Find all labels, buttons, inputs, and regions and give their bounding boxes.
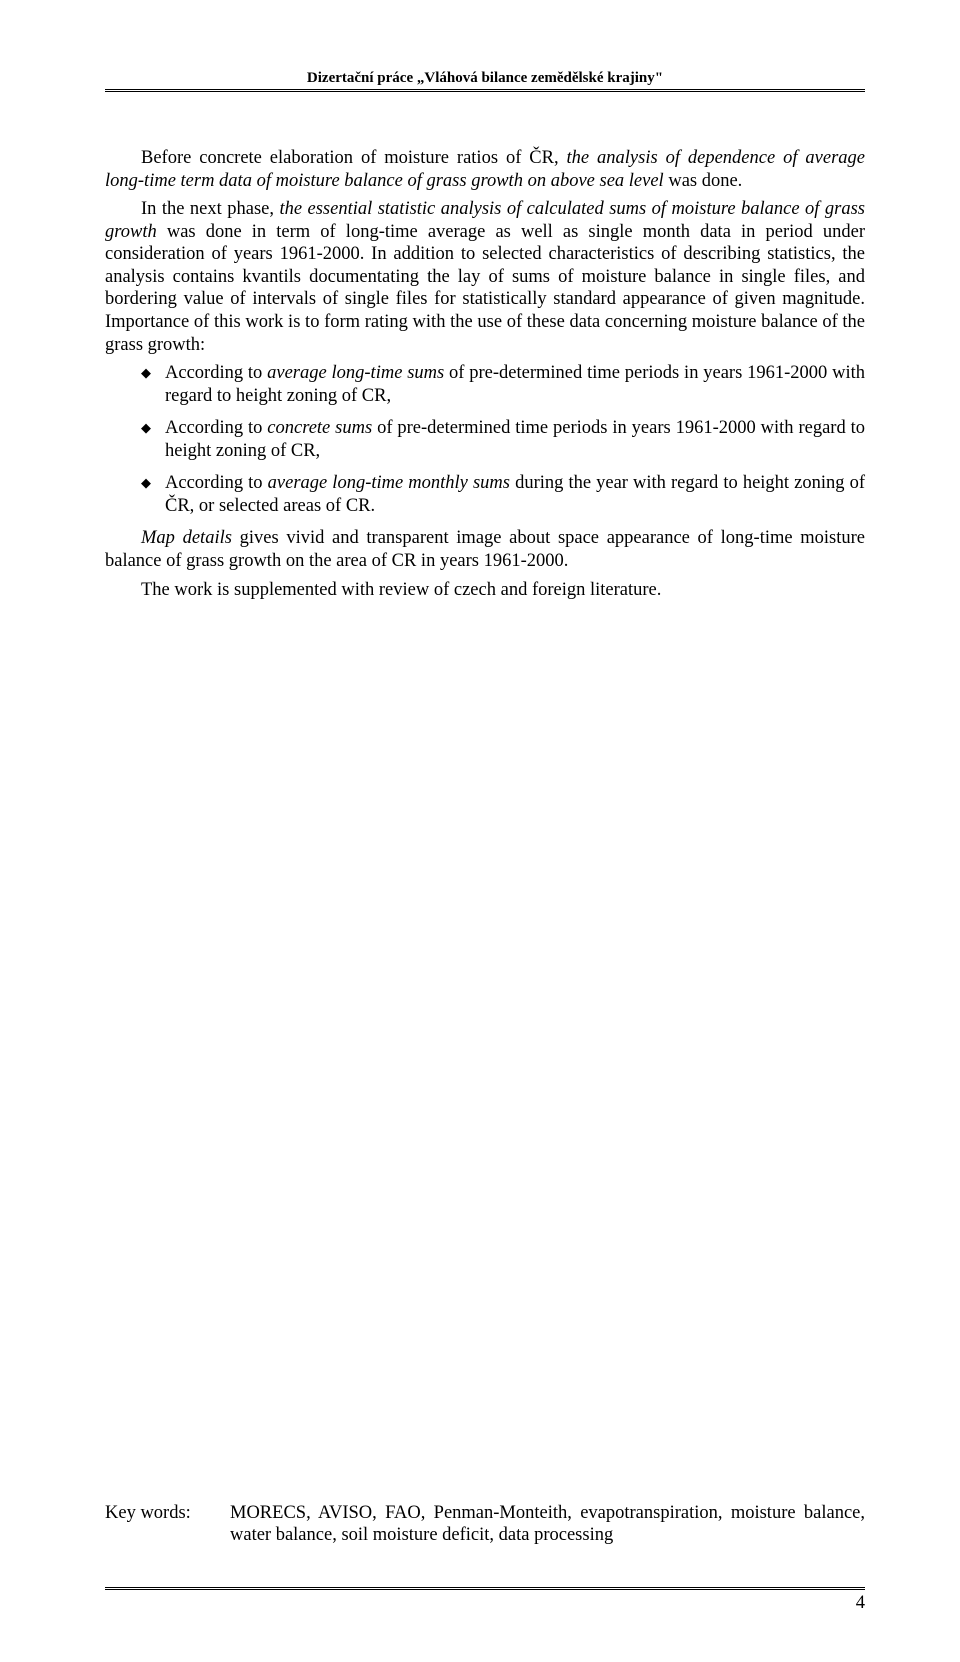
p1-suffix: was done. [664,171,743,191]
header-title: Dizertační práce „Vláhová bilance zemědě… [307,70,663,86]
p3-italic: Map details [141,528,232,548]
footer-divider-1 [105,1587,865,1588]
paragraph-2: In the next phase, the essential statist… [105,198,865,356]
p2-suffix: was done in term of long-time average as… [105,222,865,355]
bullet-item-2: According to concrete sums of pre-determ… [141,417,865,462]
paragraph-1: Before concrete elaboration of moisture … [105,147,865,192]
p2-prefix: In the next phase, [141,199,279,219]
b1-prefix: According to [165,363,267,383]
bullet-item-1: According to average long-time sums of p… [141,362,865,407]
p1-prefix: Before concrete elaboration of moisture … [141,148,567,168]
footer-divider-2 [105,1589,865,1590]
b3-italic: average long-time monthly sums [268,473,510,493]
keywords-section: Key words: MORECS, AVISO, FAO, Penman-Mo… [105,1502,865,1547]
p4-text: The work is supplemented with review of … [141,580,661,600]
header-divider-2 [105,91,865,92]
footer-dividers [105,1587,865,1590]
keywords-text: MORECS, AVISO, FAO, Penman-Monteith, eva… [230,1502,865,1547]
paragraph-3: Map details gives vivid and transparent … [105,527,865,572]
b2-prefix: According to [165,418,267,438]
b1-italic: average long-time sums [267,363,444,383]
page-number: 4 [856,1593,865,1614]
b2-italic: concrete sums [267,418,372,438]
header-divider-1 [105,89,865,90]
bullet-list: According to average long-time sums of p… [141,362,865,517]
bullet-item-3: According to average long-time monthly s… [141,472,865,517]
page-header: Dizertační práce „Vláhová bilance zemědě… [105,70,865,87]
keywords-label: Key words: [105,1502,230,1547]
b3-prefix: According to [165,473,268,493]
paragraph-4: The work is supplemented with review of … [105,579,865,602]
